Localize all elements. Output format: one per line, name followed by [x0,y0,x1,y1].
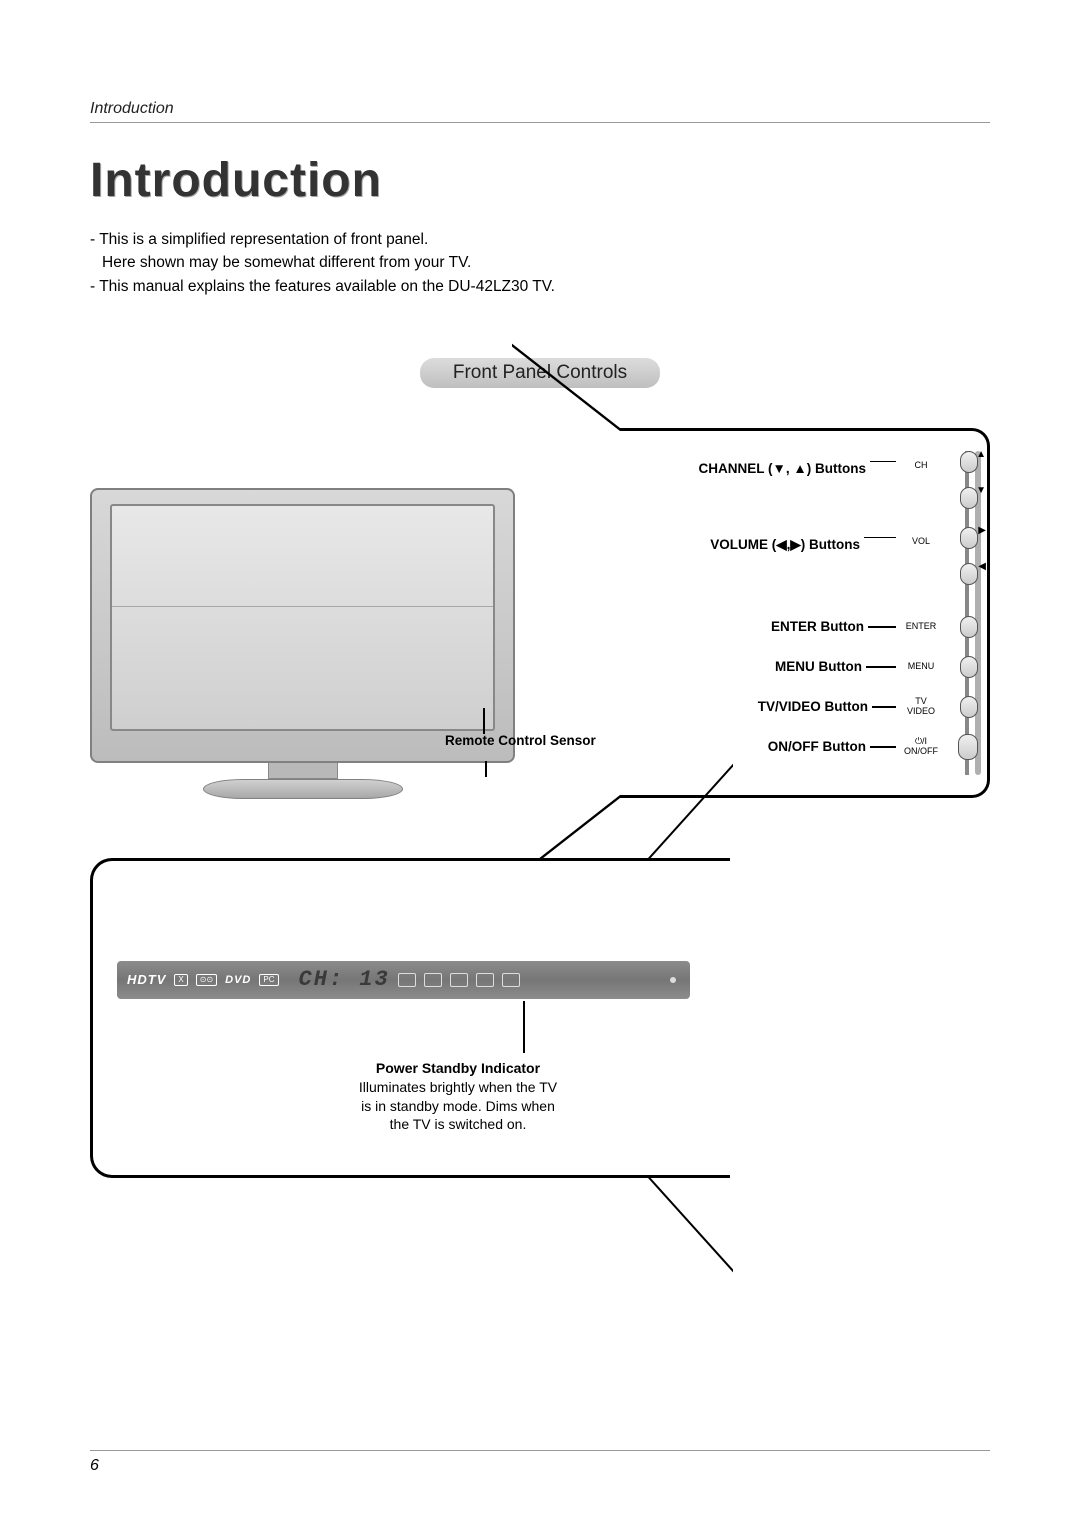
tvvideo-tag-a: TV [915,696,927,706]
sensor-tick [485,761,487,777]
standby-line1: Illuminates brightly when the TV [313,1078,603,1097]
dvd-logo-icon: DVD [225,974,251,986]
enter-button[interactable] [960,616,978,638]
row-channel: CHANNEL (▼, ▲) Buttons CH ▲ ▼ [620,459,942,505]
page-number: 6 [90,1457,99,1474]
standby-caption: Power Standby Indicator Illuminates brig… [313,1059,603,1135]
intro-text: - This is a simplified representation of… [90,228,990,298]
tv-bezel [90,488,515,763]
volume-up-button[interactable] [960,527,978,549]
callout-lower-edge-bot [648,1175,733,1272]
front-display-bar: HDTV X ⊙⊙ DVD PC CH: 13 [117,961,690,999]
leader-line [870,461,896,463]
arrow-right-icon: ▶ [978,525,986,536]
standby-line3: the TV is switched on. [313,1115,603,1134]
leader-line [870,746,896,748]
mini-icon [502,973,520,987]
badge-icon: ⊙⊙ [196,974,217,986]
leader-line [866,666,896,668]
mini-icon [476,973,494,987]
remote-sensor-label: Remote Control Sensor [445,733,596,748]
tv-stand-base [203,779,403,799]
onoff-tag-b: ON/OFF [904,746,938,756]
row-enter: ENTER Button ENTER [620,607,942,647]
volume-label: VOLUME (◀,▶) Buttons [710,537,860,553]
hdtv-logo: HDTV [127,972,166,987]
arrow-left-icon: ◀ [978,561,986,572]
tvvideo-button[interactable] [960,696,978,718]
ch-tag: CH [900,461,942,471]
tv-illustration [90,488,515,798]
header-section: Introduction [90,100,174,117]
footer: 6 [90,1450,990,1475]
mini-icon [424,973,442,987]
volume-down-button[interactable] [960,563,978,585]
badge-icon: PC [259,974,278,986]
channel-up-button[interactable] [960,451,978,473]
display-callout: HDTV X ⊙⊙ DVD PC CH: 13 Power Standby In… [90,858,730,1178]
channel-down-button[interactable] [960,487,978,509]
diagram: Remote Control Sensor CHANNEL (▼, ▲) But… [90,428,990,1208]
intro-line-2: - This manual explains the features avai… [90,275,990,298]
intro-line-1b: Here shown may be somewhat different fro… [90,251,990,274]
header-rule: Introduction [90,100,990,123]
intro-line-1: - This is a simplified representation of… [90,228,990,251]
channel-readout: CH: 13 [299,967,390,992]
badge-icon: X [174,974,187,986]
leader-line [864,537,896,539]
page-title: Introduction [90,153,990,208]
leader-line [872,706,896,708]
onoff-label: ON/OFF Button [768,739,866,754]
onoff-button[interactable] [958,734,978,760]
page: Introduction Introduction - This is a si… [0,0,1080,1525]
mini-icon [450,973,468,987]
onoff-tag-a: ⏻/I [915,736,927,746]
tv-screen [110,504,495,731]
menu-label: MENU Button [775,659,862,674]
vol-tag: VOL [900,537,942,547]
tvvideo-tag: TV VIDEO [900,697,942,717]
tvvideo-tag-b: VIDEO [907,706,935,716]
menu-button[interactable] [960,656,978,678]
panel-rows: CHANNEL (▼, ▲) Buttons CH ▲ ▼ VOLUME (◀,… [620,459,942,767]
channel-label: CHANNEL (▼, ▲) Buttons [699,461,866,476]
menu-tag: MENU [900,662,942,672]
row-menu: MENU Button MENU [620,647,942,687]
standby-led-icon [670,977,676,983]
row-onoff: ON/OFF Button ⏻/I ON/OFF [620,727,942,767]
standby-line2: is in standby mode. Dims when [313,1097,603,1116]
mini-icon [398,973,416,987]
enter-label: ENTER Button [771,619,864,634]
onoff-tag: ⏻/I ON/OFF [900,737,942,757]
section-pill: Front Panel Controls [420,358,660,388]
tv-stand-neck [268,761,338,779]
sensor-leader [483,708,485,734]
leader-line [868,626,896,628]
tvvideo-label: TV/VIDEO Button [758,699,868,714]
standby-leader [523,1001,525,1053]
row-tvvideo: TV/VIDEO Button TV VIDEO [620,687,942,727]
enter-tag: ENTER [900,622,942,632]
row-volume: VOLUME (◀,▶) Buttons VOL ▶ ◀ [620,535,942,581]
standby-title: Power Standby Indicator [313,1059,603,1078]
controls-callout: CHANNEL (▼, ▲) Buttons CH ▲ ▼ VOLUME (◀,… [620,428,990,798]
